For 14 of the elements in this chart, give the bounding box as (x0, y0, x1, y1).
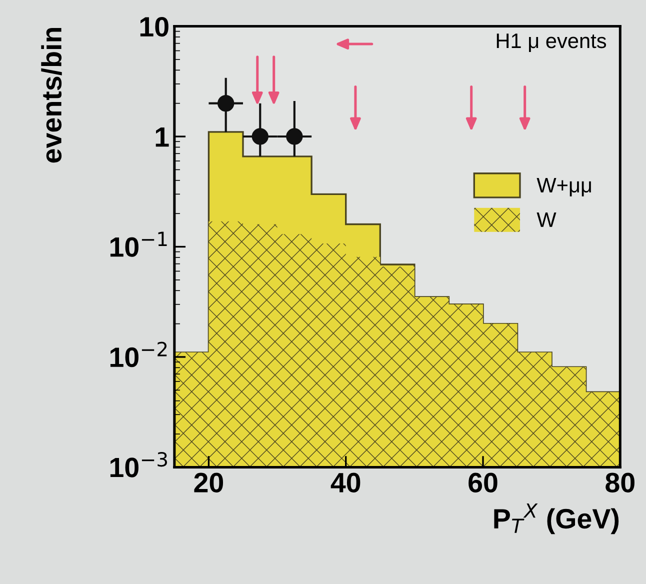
legend-label: W+μμ (536, 178, 591, 196)
y-tick-label: 1 (156, 127, 169, 147)
x-tick-label: 60 (468, 472, 498, 492)
legend-label: W (536, 212, 556, 227)
y-tick-label: 10$^{−1}$ (110, 232, 167, 257)
x-tick-label: 20 (194, 472, 224, 492)
x-axis-title: P$_{T}$$^{X}$ (GeV) (494, 504, 619, 534)
x-tick-label: 80 (606, 472, 634, 492)
y-tick-label: 10$^{−2}$ (110, 342, 167, 368)
y-tick-label: 10 (140, 16, 168, 37)
x-tick-label: 40 (330, 472, 360, 492)
y-tick-label: 10$^{−3}$ (110, 452, 167, 478)
annotation: H1 μ events (496, 34, 606, 52)
y-axis-title: events/bin (41, 28, 62, 163)
